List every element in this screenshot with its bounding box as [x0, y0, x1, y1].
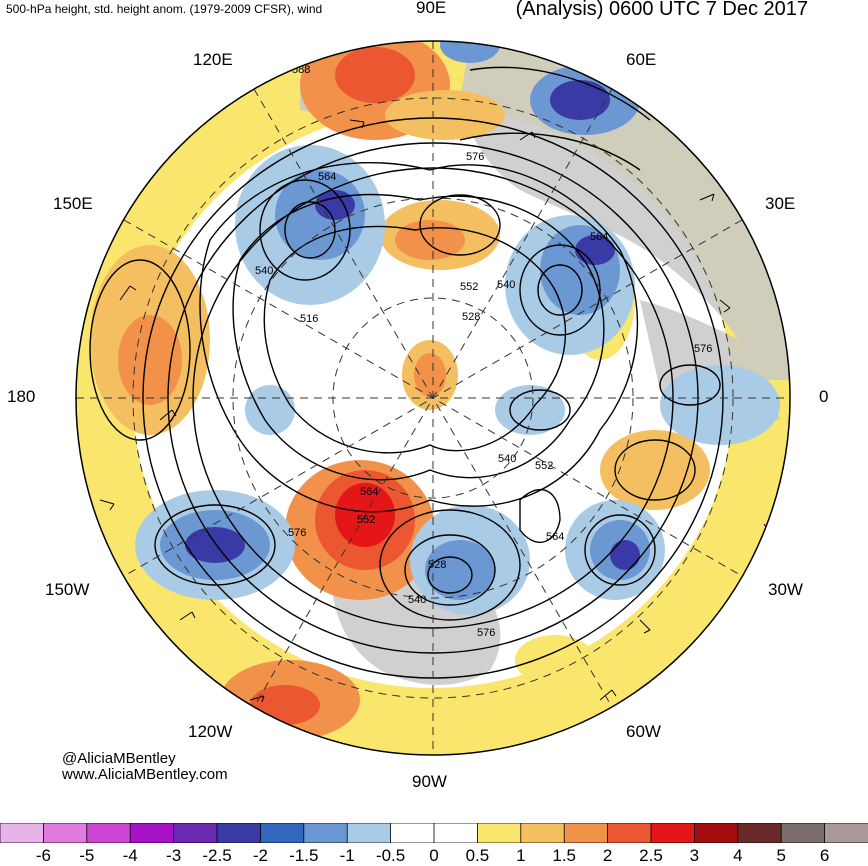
contour-label: 552: [357, 514, 375, 526]
colorbar-tick-label: 2.5: [639, 846, 663, 865]
colorbar-swatch: [737, 823, 783, 843]
colorbar-swatch: [563, 823, 609, 843]
contour-label: 564: [318, 171, 336, 183]
map-border: [75, 40, 791, 756]
contour-label: 576: [466, 151, 484, 163]
colorbar-swatch: [86, 823, 132, 843]
colorbar-tick-label: 5: [776, 846, 786, 865]
colorbar-tick-label: -4: [122, 846, 138, 865]
colorbar-swatch: [694, 823, 739, 843]
colorbar-tick-label: 3: [689, 846, 700, 865]
credit-handle: @AliciaMBentley: [62, 750, 176, 767]
lon-label-90w: 90W: [412, 772, 447, 791]
colorbar-swatch: [824, 823, 868, 843]
colorbar-tick-label: -5: [79, 846, 95, 865]
colorbar-swatch: [433, 823, 479, 843]
lon-label-90e: 90E: [416, 0, 447, 17]
credit-url: www.AliciaMBentley.com: [62, 766, 228, 783]
colorbar-swatch: [43, 823, 88, 843]
colorbar-swatch: [303, 823, 349, 843]
contour-label: 528: [462, 311, 480, 323]
contour-label: 564: [546, 531, 564, 543]
contour-label: 540: [408, 594, 426, 606]
contour-label: 564: [590, 231, 608, 243]
lon-label-120e: 120E: [193, 50, 233, 69]
colorbar-tick-label: -0.5: [375, 846, 406, 865]
contour-label: 576: [694, 343, 712, 355]
contour-label: 540: [498, 453, 516, 465]
colorbar-swatch: [216, 823, 262, 843]
lon-label-60e: 60E: [626, 50, 657, 69]
colorbar-tick-label: -2.5: [202, 846, 232, 865]
anomaly-colorbar: [0, 823, 868, 843]
contour-label: 552: [535, 460, 553, 472]
lon-label-30w: 30W: [768, 580, 803, 599]
colorbar-tick-label: 0: [429, 846, 439, 865]
colorbar-tick-label: 6: [819, 846, 830, 865]
colorbar-swatch: [607, 823, 652, 843]
lon-label-60w: 60W: [626, 722, 661, 741]
lon-label-150w: 150W: [45, 580, 90, 599]
contour-label: 564: [360, 486, 378, 498]
colorbar-swatch: [259, 823, 305, 843]
colorbar-tick-label: 0.5: [465, 846, 490, 865]
lon-label-120w: 120W: [188, 722, 233, 741]
graticule: [76, 41, 790, 755]
colorbar-tick-label: -2: [252, 846, 268, 865]
colorbar-swatch: [346, 823, 392, 843]
colorbar-swatch: [129, 823, 175, 843]
colorbar-tick-label: -1.5: [289, 846, 319, 865]
contour-label: 576: [477, 627, 495, 639]
colorbar-swatch: [476, 823, 522, 843]
colorbar-tick-label: 1: [516, 846, 526, 865]
lon-label-30e: 30E: [765, 194, 796, 213]
map-title-left: 500-hPa height, std. height anom. (1979-…: [6, 2, 323, 16]
colorbar-swatch: [780, 823, 826, 843]
colorbar-tick-label: 2: [602, 846, 613, 865]
contour-label: 528: [428, 559, 446, 571]
colorbar-tick-label: -3: [166, 846, 182, 865]
lon-label-150e: 150E: [53, 194, 93, 213]
lon-label-180: 180: [7, 387, 36, 406]
map-title-right: (Analysis) 0600 UTC 7 Dec 2017: [515, 0, 808, 20]
contour-label: 576: [288, 527, 306, 539]
contour-label: 552: [460, 281, 478, 293]
colorbar-swatch: [390, 823, 435, 843]
colorbar-tick-label: -6: [35, 846, 51, 865]
map-disk: 588 576 564 552 540 516 528 540 552 564 …: [76, 41, 790, 755]
contour-label: 516: [300, 313, 318, 325]
colorbar-tick-label: 4: [733, 846, 743, 865]
colorbar-swatch: [173, 823, 218, 843]
colorbar-tick-label: 1.5: [552, 846, 577, 865]
colorbar-tick-label: -1: [339, 846, 355, 865]
lon-label-0: 0: [819, 387, 829, 406]
contour-label: 540: [255, 265, 273, 277]
contour-label: 540: [497, 279, 515, 291]
colorbar-swatch: [0, 823, 45, 843]
colorbar-swatch: [650, 823, 696, 843]
colorbar-swatch: [520, 823, 566, 843]
